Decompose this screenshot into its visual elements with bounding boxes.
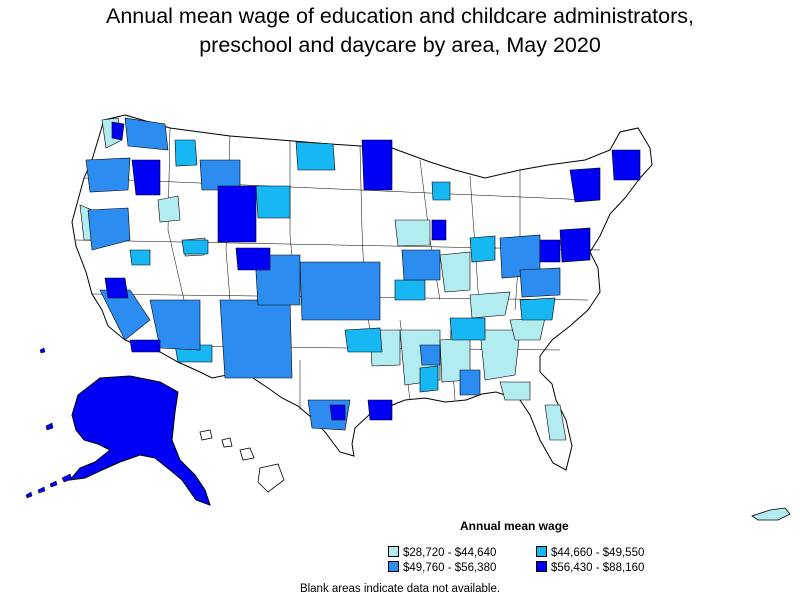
region-illinois [401, 249, 441, 281]
region-minnesota [361, 139, 393, 191]
legend-item-range-2: $44,660 - $49,550 [536, 546, 644, 559]
region-nevada-north [129, 249, 151, 266]
region-california-north [87, 207, 131, 251]
region-wyoming-west [217, 185, 257, 243]
legend-item-range-1: $28,720 - $44,640 [388, 546, 496, 559]
region-idaho-east [199, 159, 241, 191]
legend-swatch-range-2 [536, 546, 547, 557]
region-oregon-east [131, 159, 161, 196]
region-arizona [149, 299, 201, 351]
wage-range-2-regions [129, 139, 556, 393]
legend-label-range-1: $28,720 - $44,640 [403, 547, 497, 559]
region-washington-east [124, 117, 169, 151]
region-oklahoma [344, 327, 383, 353]
wage-range-3-regions [85, 117, 561, 431]
region-alabama-south [459, 369, 481, 396]
region-chicago-metro [431, 219, 447, 241]
region-seattle-metro [111, 121, 125, 141]
legend-label-range-2: $44,660 - $49,550 [551, 547, 645, 559]
region-florida-central [544, 404, 567, 441]
region-north-dakota [295, 141, 336, 171]
footnote: Blank areas indicate data not available. [299, 583, 501, 595]
legend: $28,720 - $44,640 $44,660 - $49,550 $49,… [388, 546, 688, 576]
region-mid-atlantic [559, 227, 591, 263]
region-virginia [519, 267, 561, 298]
legend-swatch-range-1 [388, 546, 399, 557]
map-title-line-2: preschool and daycare by area, May 2020 [199, 33, 601, 57]
region-georgia [479, 329, 521, 381]
wage-range-4-regions [104, 121, 641, 421]
region-south-carolina [509, 317, 546, 341]
region-missouri [394, 279, 426, 301]
legend-swatch-range-3 [388, 561, 399, 572]
region-kansas [299, 261, 381, 321]
map-title-line-1: Annual mean wage of education and childc… [105, 4, 695, 28]
wage-range-1-regions [79, 117, 567, 441]
region-new-york [569, 167, 601, 203]
region-louisiana [419, 365, 439, 393]
region-colorado-front-range [235, 247, 271, 271]
region-pennsylvania [539, 239, 561, 263]
legend-swatch-range-4 [536, 561, 547, 572]
region-mississippi [419, 344, 441, 366]
region-colorado-west [181, 239, 209, 255]
region-phoenix-metro [129, 339, 161, 353]
region-lower-michigan [431, 181, 451, 201]
puerto-rico [751, 507, 791, 521]
region-north-carolina [519, 297, 556, 321]
aleutian-islands [25, 347, 73, 499]
region-idaho [157, 195, 181, 223]
legend-label-range-3: $49,760 - $56,380 [403, 562, 497, 574]
region-san-antonio-metro [329, 404, 346, 421]
map-title: Annual mean wage of education and childc… [0, 2, 800, 60]
hawaii [199, 429, 285, 493]
region-new-mexico [219, 299, 293, 379]
region-ohio-valley [439, 251, 471, 293]
legend-title: Annual mean wage [460, 519, 569, 533]
legend-item-range-3: $49,760 - $56,380 [388, 561, 496, 574]
legend-item-range-4: $56,430 - $88,160 [536, 561, 644, 574]
region-iowa [394, 219, 431, 247]
region-new-england [611, 149, 641, 181]
alaska [68, 375, 211, 506]
region-tennessee [449, 317, 486, 341]
wage-regions [79, 117, 641, 441]
region-los-angeles-metro [104, 277, 129, 299]
region-wyoming-east [255, 185, 291, 219]
region-houston-metro [367, 399, 393, 421]
region-indiana [469, 235, 496, 263]
region-kentucky [469, 291, 511, 319]
region-florida-panhandle [499, 381, 531, 401]
region-western-montana [174, 139, 198, 167]
region-oregon-west [85, 157, 131, 193]
legend-label-range-4: $56,430 - $88,160 [551, 562, 645, 574]
